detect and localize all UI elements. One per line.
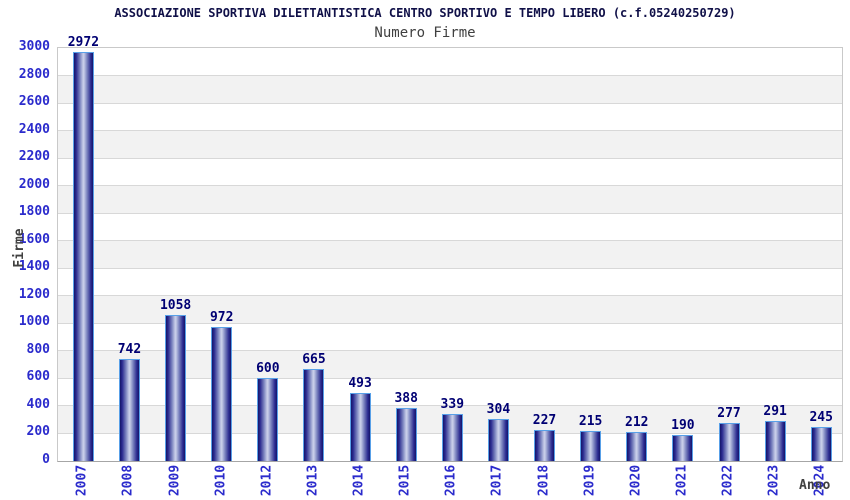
- bar-value-label: 493: [348, 376, 372, 392]
- x-tick-label-2013: 2013: [305, 464, 321, 497]
- x-tick-label-2010: 2010: [213, 464, 229, 497]
- background-band: [58, 75, 842, 104]
- bar-value-label: 245: [809, 410, 833, 426]
- bar-value-label: 972: [209, 310, 234, 326]
- background-band: [58, 268, 842, 296]
- gridline: [58, 267, 842, 269]
- x-tick-label-2017: 2017: [489, 464, 505, 497]
- y-tick-label: 1000: [18, 314, 50, 330]
- bar-value-label: 2972: [67, 34, 100, 50]
- gridline: [58, 405, 842, 407]
- bar-2024: [810, 427, 832, 461]
- gridline: [58, 102, 842, 104]
- bar-value-label: 291: [763, 403, 787, 419]
- y-tick-label: 400: [26, 396, 50, 412]
- y-tick-label: 1200: [18, 286, 50, 302]
- bar-2018: [534, 429, 556, 461]
- x-tick-label-2015: 2015: [397, 464, 413, 497]
- bar-2016: [441, 414, 463, 461]
- background-band: [58, 130, 842, 159]
- gridline: [58, 377, 842, 379]
- bar-2022: [718, 422, 740, 461]
- background-band: [58, 158, 842, 186]
- background-band: [58, 295, 842, 324]
- bar-2007: [72, 51, 94, 461]
- chart-title: ASSOCIAZIONE SPORTIVA DILETTANTISTICA CE…: [114, 6, 736, 20]
- y-tick-label: 2000: [18, 176, 50, 192]
- y-tick-label: 3000: [18, 39, 50, 54]
- x-tick-label-2023: 2023: [766, 464, 782, 497]
- bar-2010: [211, 327, 233, 461]
- background-band: [58, 350, 842, 379]
- x-tick-label-2009: 2009: [167, 464, 183, 497]
- y-tick-label: 2800: [18, 66, 50, 82]
- background-band: [58, 103, 842, 131]
- gridline: [58, 322, 842, 324]
- bar-2014: [349, 393, 371, 461]
- bar-value-label: 742: [117, 341, 142, 357]
- bar-2009: [165, 315, 187, 461]
- bar-value-label: 212: [625, 414, 649, 430]
- x-tick-label-2012: 2012: [259, 464, 275, 497]
- bar-value-label: 304: [486, 402, 511, 418]
- bar-value-label: 277: [717, 405, 741, 421]
- x-tick-label-2019: 2019: [582, 464, 598, 497]
- background-band: [58, 378, 842, 406]
- gridline: [58, 130, 842, 132]
- bar-value-label: 665: [302, 352, 326, 368]
- x-tick-label-2022: 2022: [720, 464, 736, 497]
- bar-value-label: 388: [394, 390, 418, 406]
- bar-2008: [118, 358, 140, 461]
- y-tick-label: 600: [26, 369, 50, 385]
- bar-value-label: 227: [532, 412, 557, 428]
- bar-2017: [487, 419, 509, 461]
- y-tick-label: 200: [26, 424, 50, 440]
- gridline: [58, 350, 842, 352]
- gridline: [58, 240, 842, 242]
- bar-2021: [672, 434, 694, 461]
- bar-2012: [257, 378, 279, 461]
- bar-value-label: 190: [671, 417, 695, 433]
- x-axis-label: Anno: [799, 478, 831, 493]
- x-tick-label-2018: 2018: [536, 464, 552, 497]
- x-tick-label-2014: 2014: [351, 464, 367, 497]
- x-tick-label-2020: 2020: [628, 464, 644, 497]
- background-band: [58, 48, 842, 76]
- y-tick-label: 1400: [18, 259, 50, 275]
- bar-2023: [764, 420, 786, 461]
- bar-2020: [626, 431, 648, 461]
- bar-2013: [303, 369, 325, 461]
- y-tick-label: 2600: [18, 94, 50, 110]
- y-tick-label: 2200: [18, 149, 50, 165]
- bar-2015: [395, 407, 417, 461]
- x-tick-label-2021: 2021: [674, 464, 690, 497]
- background-band: [58, 185, 842, 214]
- x-tick-label-2008: 2008: [120, 464, 136, 497]
- y-tick-label: 800: [26, 341, 50, 357]
- bar-value-label: 339: [440, 397, 465, 413]
- y-tick-label: 0: [42, 452, 50, 467]
- background-band: [58, 213, 842, 241]
- bar-value-label: 215: [578, 414, 603, 430]
- gridline: [58, 295, 842, 297]
- gridline: [58, 212, 842, 214]
- gridline: [58, 157, 842, 159]
- bar-value-label: 600: [256, 361, 280, 377]
- plot-area: 2972 742 1058 972 600 665 493 388 339 304 227 215 21…: [57, 35, 843, 462]
- background-band: [58, 240, 842, 269]
- x-tick-label-2007: 2007: [74, 464, 90, 497]
- y-axis-label: Firme: [12, 228, 27, 268]
- gridline: [58, 185, 842, 187]
- background-band: [58, 323, 842, 351]
- x-tick-label-2016: 2016: [443, 464, 459, 497]
- y-tick-label: 2400: [18, 121, 50, 137]
- gridline: [58, 75, 842, 77]
- y-tick-label: 1800: [18, 204, 50, 220]
- y-tick-label: 1600: [18, 231, 50, 247]
- bar-value-label: 1058: [159, 298, 192, 314]
- chart-subtitle: Numero Firme: [374, 25, 476, 41]
- bar-2019: [580, 431, 602, 461]
